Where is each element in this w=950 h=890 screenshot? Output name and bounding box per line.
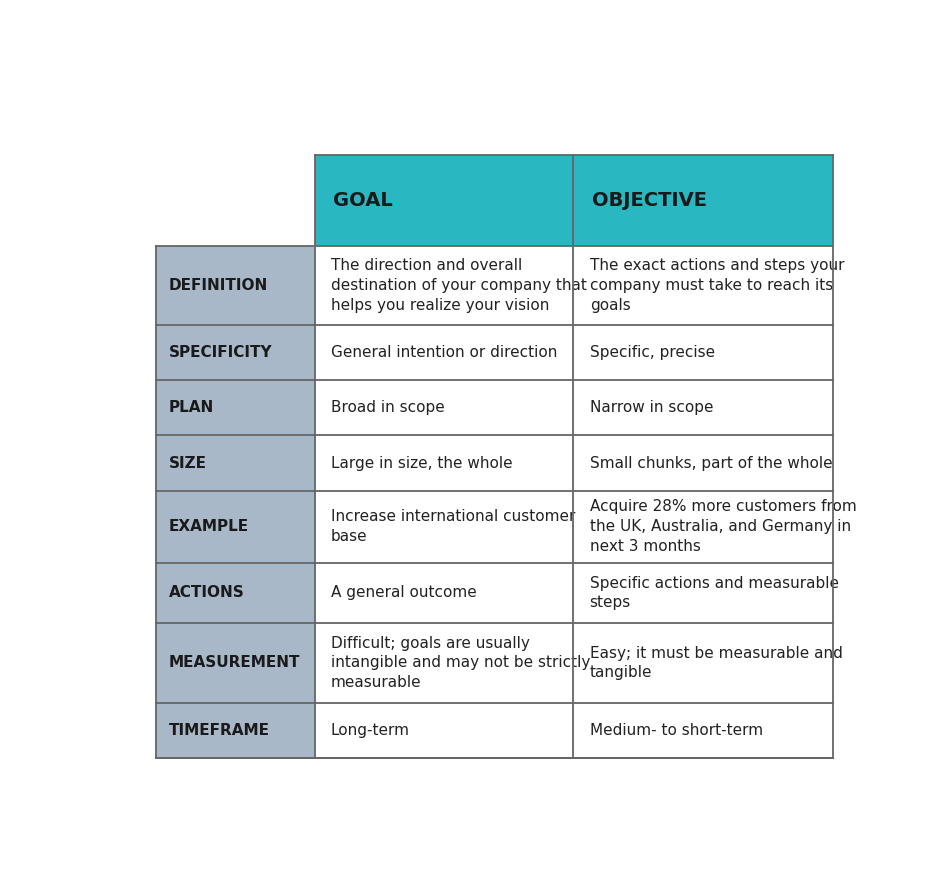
Bar	[314, 490, 574, 562]
Bar	[314, 380, 574, 435]
Bar	[156, 490, 314, 562]
Text: SIZE: SIZE	[169, 456, 207, 471]
Bar	[156, 325, 314, 380]
Text: Easy; it must be measurable and
tangible: Easy; it must be measurable and tangible	[590, 645, 843, 680]
Text: A general outcome: A general outcome	[331, 586, 477, 601]
Text: DEFINITION: DEFINITION	[169, 278, 268, 293]
Bar	[574, 325, 833, 380]
Text: The direction and overall
destination of your company that
helps you realize you: The direction and overall destination of…	[331, 258, 587, 312]
Text: Long-term: Long-term	[331, 723, 410, 738]
Text: General intention or direction: General intention or direction	[331, 345, 558, 360]
Text: Small chunks, part of the whole: Small chunks, part of the whole	[590, 456, 832, 471]
Text: Broad in scope: Broad in scope	[331, 400, 445, 416]
Bar	[156, 246, 314, 325]
Bar	[314, 562, 574, 623]
Bar	[574, 490, 833, 562]
Bar	[314, 623, 574, 702]
Text: Acquire 28% more customers from
the UK, Australia, and Germany in
next 3 months: Acquire 28% more customers from the UK, …	[590, 499, 857, 554]
Bar	[574, 155, 833, 246]
Bar	[156, 435, 314, 490]
Text: GOAL: GOAL	[333, 190, 393, 210]
Bar	[156, 702, 314, 757]
Text: Difficult; goals are usually
intangible and may not be strictly
measurable: Difficult; goals are usually intangible …	[331, 635, 590, 691]
Bar	[314, 155, 574, 246]
Bar	[574, 380, 833, 435]
Text: TIMEFRAME: TIMEFRAME	[169, 723, 270, 738]
Bar	[156, 380, 314, 435]
Text: MEASUREMENT: MEASUREMENT	[169, 655, 300, 670]
Bar	[574, 623, 833, 702]
Text: The exact actions and steps your
company must take to reach its
goals: The exact actions and steps your company…	[590, 258, 845, 312]
Text: SPECIFICITY: SPECIFICITY	[169, 345, 273, 360]
Bar	[314, 435, 574, 490]
Bar	[156, 562, 314, 623]
Bar	[574, 435, 833, 490]
Text: PLAN: PLAN	[169, 400, 214, 416]
Bar	[314, 325, 574, 380]
Bar	[314, 246, 574, 325]
Bar	[156, 623, 314, 702]
Text: Increase international customer
base: Increase international customer base	[331, 509, 576, 544]
Text: OBJECTIVE: OBJECTIVE	[592, 190, 707, 210]
Text: Medium- to short-term: Medium- to short-term	[590, 723, 763, 738]
Text: EXAMPLE: EXAMPLE	[169, 519, 249, 534]
Bar	[156, 155, 314, 246]
Bar	[574, 702, 833, 757]
Text: ACTIONS: ACTIONS	[169, 586, 244, 601]
Text: Large in size, the whole: Large in size, the whole	[331, 456, 513, 471]
Text: Specific, precise: Specific, precise	[590, 345, 714, 360]
Text: Specific actions and measurable
steps: Specific actions and measurable steps	[590, 576, 839, 611]
Bar	[574, 246, 833, 325]
Bar	[314, 702, 574, 757]
Text: Narrow in scope: Narrow in scope	[590, 400, 713, 416]
Bar	[574, 562, 833, 623]
